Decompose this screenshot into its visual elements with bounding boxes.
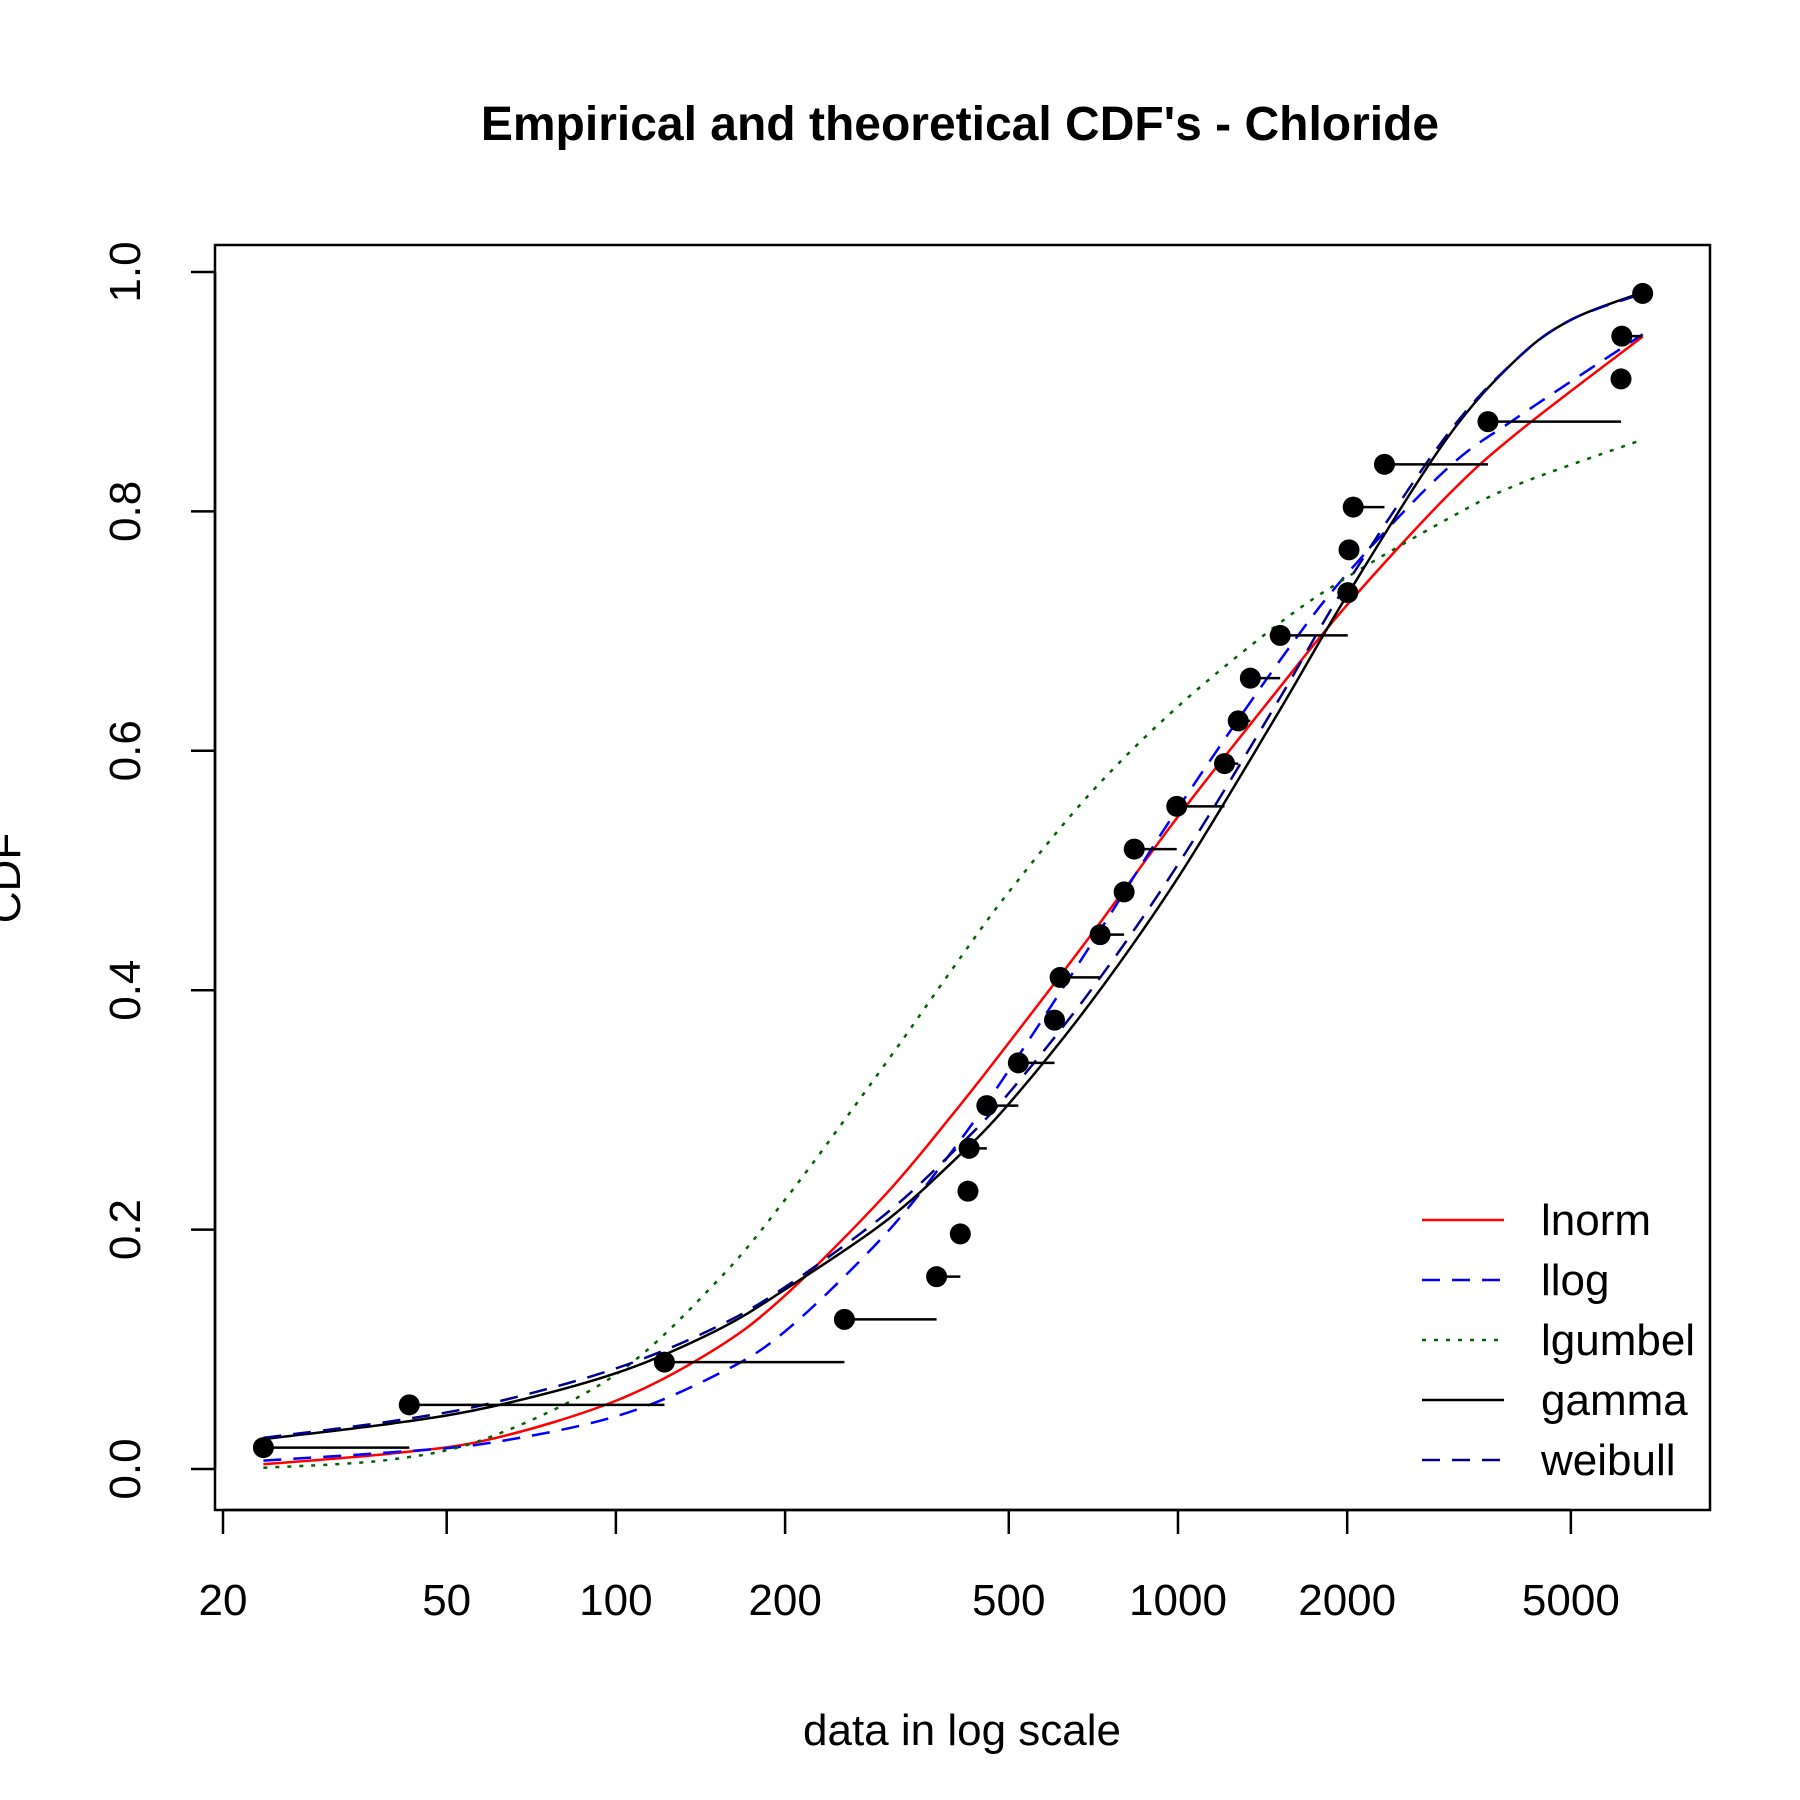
legend-label-lnorm: lnorm (1541, 1196, 1651, 1245)
x-tick-label: 100 (579, 1576, 652, 1625)
ecdf-point (926, 1266, 948, 1288)
ecdf-point (833, 1308, 855, 1330)
ecdf-point (1632, 282, 1654, 304)
ecdf-point (1007, 1052, 1029, 1074)
x-tick-label: 2000 (1298, 1576, 1396, 1625)
curve-llog (263, 333, 1644, 1462)
ecdf-point (1166, 795, 1188, 817)
curve-lnorm (263, 335, 1644, 1466)
x-axis-label: data in log scale (803, 1706, 1121, 1755)
legend-label-gamma: gamma (1541, 1376, 1688, 1425)
ecdf-point (653, 1351, 675, 1373)
ecdf-point (1342, 496, 1364, 518)
curve-gamma (263, 291, 1644, 1441)
ecdf-point (1043, 1009, 1065, 1031)
y-tick-label: 1.0 (101, 241, 150, 302)
empirical-points (252, 282, 1654, 1459)
y-tick-label: 0.2 (101, 1199, 150, 1260)
x-tick-label: 50 (422, 1576, 471, 1625)
x-tick-label: 20 (199, 1576, 248, 1625)
ecdf-point (1611, 325, 1633, 347)
ecdf-point (1477, 411, 1499, 433)
ecdf-point (1123, 838, 1145, 860)
plot-frame (213, 243, 1712, 1512)
curve-weibull (263, 292, 1644, 1440)
ecdf-point (1227, 710, 1249, 732)
theoretical-curves (263, 291, 1644, 1470)
y-axis: 0.0 0.2 0.4 0.6 0.8 1.0 (101, 241, 217, 1500)
ecdf-point (949, 1223, 971, 1245)
x-axis: 20 50 100 200 500 1000 2000 5000 (199, 1508, 1620, 1625)
y-tick-label: 0.4 (101, 960, 150, 1021)
x-tick-label: 5000 (1522, 1576, 1620, 1625)
ecdf-point (398, 1394, 420, 1416)
ecdf-point (958, 1137, 980, 1159)
x-tick-label: 500 (972, 1576, 1045, 1625)
ecdf-point (1338, 539, 1360, 561)
curve-lgumbel (263, 438, 1644, 1470)
ecdf-point (1049, 966, 1071, 988)
legend-label-lgumbel: lgumbel (1541, 1316, 1695, 1365)
y-tick-label: 0.8 (101, 481, 150, 542)
legend-label-llog: llog (1541, 1256, 1610, 1305)
legend-label-weibull: weibull (1540, 1436, 1676, 1485)
ecdf-point (252, 1437, 274, 1459)
ecdf-point (1214, 753, 1236, 775)
ecdf-point (957, 1180, 979, 1202)
y-tick-label: 0.6 (101, 720, 150, 781)
x-tick-label: 200 (748, 1576, 821, 1625)
x-tick-label: 1000 (1129, 1576, 1227, 1625)
ecdf-point (1373, 453, 1395, 475)
ecdf-point (1089, 924, 1111, 946)
ecdf-point (1113, 881, 1135, 903)
chart-title: Empirical and theoretical CDF's - Chlori… (481, 98, 1439, 151)
y-tick-label: 0.0 (101, 1438, 150, 1499)
ecdf-point (1610, 368, 1632, 390)
ecdf-point (1239, 667, 1261, 689)
ecdf-point (1269, 624, 1291, 646)
ecdf-point (976, 1095, 998, 1117)
y-axis-label: CDF (0, 833, 30, 923)
legend: lnorm llog lgumbel gamma weibull (1422, 1196, 1695, 1485)
ecdf-point (1337, 582, 1359, 604)
